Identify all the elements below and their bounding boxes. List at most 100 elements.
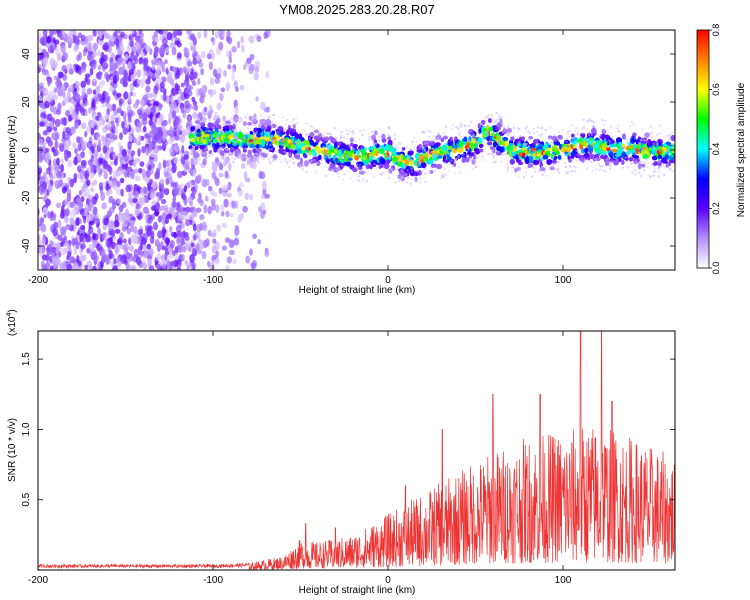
heatmap-cell [104,113,110,120]
heatmap-cell [109,146,114,153]
heatmap-cell [151,124,157,134]
heatmap-cell [246,57,252,65]
heatmap-cell [41,236,46,245]
heatmap-cell [106,102,112,108]
heatmap-cell [116,92,122,98]
heatmap-cell [103,41,110,51]
heatmap-cell [173,186,180,195]
heatmap-cell [201,251,207,260]
heatmap-cell [116,198,122,204]
heatmap-cell [231,73,235,82]
heatmap-cell [65,224,71,231]
heatmap-cell [99,168,103,176]
heatmap-cell [129,170,135,179]
heatmap-cell [136,140,142,146]
heatmap-cell [263,31,268,39]
heatmap-cell [200,50,206,59]
heatmap-cell [189,253,195,263]
heatmap-cell [198,88,203,96]
heatmap-cell [237,186,241,192]
heatmap-cell [218,172,224,178]
heatmap-cell [181,194,187,200]
heatmap-cell [169,125,174,135]
heatmap-cell [218,163,224,171]
heatmap-cell [91,61,97,70]
heatmap-cell [92,265,97,270]
figure-title: YM08.2025.283.20.28.R07 [279,2,434,17]
heatmap-cell [103,217,109,226]
heatmap-cell [92,158,96,166]
heatmap-cell [124,53,129,61]
heatmap-cell [173,116,180,126]
heatmap-cell [38,85,45,93]
heatmap-cell [203,106,208,113]
heatmap-cell [79,209,85,216]
heatmap-cell [52,94,59,101]
heatmap-cell [46,179,51,185]
heatmap-cell [84,170,90,180]
heatmap-cell [129,91,134,97]
heatmap-cell [105,124,111,131]
heatmap-cell [75,241,80,250]
heatmap-cell [42,130,48,136]
heatmap-cell [116,107,122,114]
heatmap-cell [155,191,162,197]
heatmap-cell [228,249,235,256]
heatmap-cell [226,30,231,38]
heatmap-cell [80,80,87,89]
heatmap-cell [85,214,91,221]
heatmap-cell [140,98,145,106]
heatmap-cell [238,181,244,188]
heatmap-cell [103,54,108,61]
heatmap-cell [47,211,51,219]
heatmap-cell [60,158,64,164]
heatmap-cell [122,111,127,121]
heatmap-cell [224,264,231,270]
heatmap-cell [49,265,54,270]
heatmap-cell [234,106,239,115]
heatmap-cell [183,154,189,160]
heatmap-cell [159,179,165,184]
heatmap-cell [156,253,162,262]
heatmap-cell [151,181,158,189]
heatmap-cell [235,86,239,93]
heatmap-cell [41,67,46,73]
heatmap-cell [171,200,177,208]
heatmap-cell [170,87,177,96]
heatmap-cell [188,91,193,97]
heatmap-cell [92,30,97,37]
heatmap-cell [147,93,153,99]
heatmap-cell [121,64,126,72]
heatmap-cell [92,250,98,260]
heatmap-cell [159,87,166,93]
heatmap-cell [145,78,151,85]
heatmap-cell [196,223,202,233]
heatmap-cell [211,52,215,61]
heatmap-cell [209,90,214,98]
heatmap-cell [62,117,66,126]
heatmap-cell [99,57,104,65]
heatmap-cell [186,245,192,251]
heatmap-cell [165,177,170,186]
heatmap-cell [126,251,131,260]
heatmap-cell [60,241,64,248]
heatmap-cell [52,37,56,43]
heatmap-cell [147,216,153,224]
heatmap-cell [254,60,261,69]
heatmap-cell [121,226,128,232]
heatmap-cell [90,166,95,171]
heatmap-cell [114,228,121,234]
heatmap-cell [202,239,208,249]
heatmap-cell [261,180,267,190]
heatmap-cell [62,51,68,61]
heatmap-cell [105,139,111,147]
heatmap-cell [137,228,143,236]
heatmap-cell [175,127,181,136]
heatmap-cell [116,58,122,67]
heatmap-cell [224,237,231,243]
heatmap-cell [66,63,73,70]
heatmap-cell [124,72,130,81]
heatmap-cell [184,47,190,56]
heatmap-cell [195,87,200,97]
